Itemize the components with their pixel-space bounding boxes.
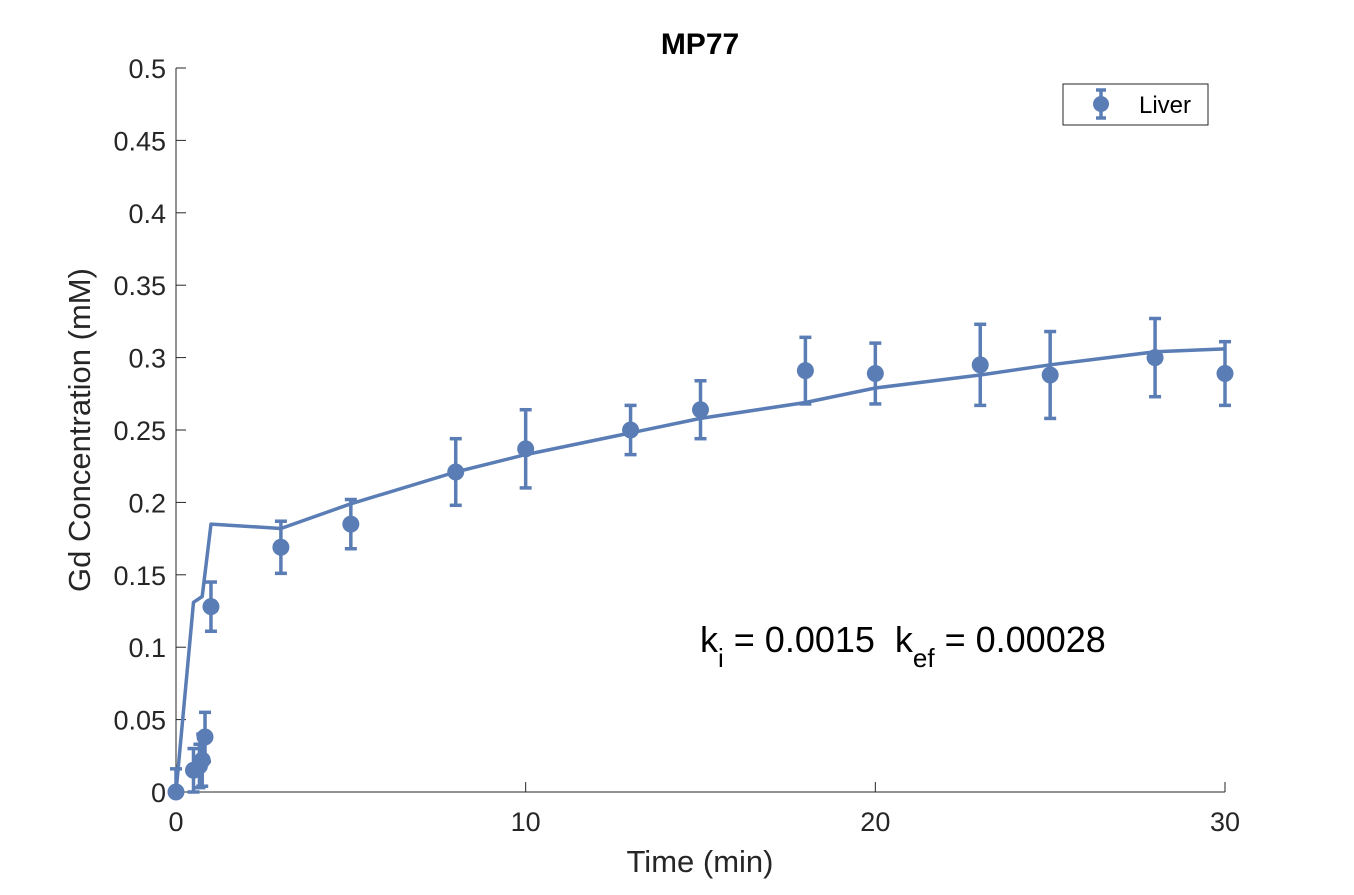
data-marker: [622, 421, 640, 439]
data-point-liver: [1216, 339, 1234, 408]
x-tick-label: 10: [511, 807, 541, 837]
data-point-liver: [796, 335, 814, 406]
data-marker: [196, 728, 214, 746]
data-marker: [1041, 366, 1059, 384]
data-point-liver: [971, 322, 989, 408]
series-layer: [167, 316, 1234, 801]
data-point-liver: [517, 407, 535, 490]
y-tick-label: 0: [151, 778, 166, 808]
legend-marker: [1093, 88, 1109, 120]
rate-constants-annotation: ki = 0.0015 kef = 0.00028: [700, 619, 1106, 673]
legend-box: [1062, 83, 1209, 126]
data-point-liver: [622, 403, 640, 457]
x-tick-label: 20: [860, 807, 890, 837]
data-marker: [342, 515, 360, 533]
y-tick-label: 0.35: [113, 271, 166, 301]
data-point-liver: [447, 436, 465, 508]
chart-title: MP77: [661, 28, 739, 61]
ki-subscript: i: [718, 643, 724, 673]
kef-value: = 0.00028: [935, 619, 1106, 660]
data-point-liver: [202, 580, 220, 634]
data-marker: [517, 440, 535, 458]
y-tick-label: 0.5: [128, 54, 166, 84]
data-point-liver: [1041, 329, 1059, 421]
y-tick-label: 0.25: [113, 416, 166, 446]
fit-line: [174, 347, 1226, 793]
y-axis-label: Gd Concentration (mM): [62, 268, 97, 592]
x-axis-label: Time (min): [627, 844, 774, 879]
data-marker: [866, 365, 884, 383]
legend: Liver: [1062, 83, 1209, 126]
ki-value: = 0.0015: [724, 619, 895, 660]
data-point-liver: [866, 341, 884, 406]
data-marker: [796, 362, 814, 380]
data-marker: [971, 356, 989, 374]
data-point-liver: [342, 497, 360, 551]
legend-dot: [1093, 96, 1109, 112]
x-tick-label: 0: [168, 807, 183, 837]
y-tick-label: 0.4: [128, 199, 166, 229]
data-marker: [1216, 365, 1234, 383]
data-point-liver: [1146, 316, 1164, 399]
data-point-liver: [692, 379, 709, 441]
data-marker: [1146, 349, 1164, 367]
y-tick-label: 0.3: [128, 344, 166, 374]
data-point-liver: [167, 767, 185, 801]
y-tick-label: 0.2: [128, 488, 166, 518]
data-marker: [692, 401, 709, 419]
y-tick-label: 0.1: [128, 633, 166, 663]
data-point-liver: [272, 519, 290, 576]
y-tick-label: 0.45: [113, 126, 166, 156]
data-marker: [272, 538, 290, 556]
kef-symbol: k: [895, 619, 914, 660]
y-tick-label: 0.05: [113, 706, 166, 736]
y-ticks: 0 0.05 0.1 0.15 0.2 0.25 0.3 0.35 0.4 0.45 0.5: [113, 54, 186, 808]
data-marker: [202, 598, 220, 616]
ki-symbol: k: [700, 619, 719, 660]
legend-label: Liver: [1139, 92, 1191, 119]
data-marker: [167, 783, 185, 801]
kef-subscript: ef: [913, 643, 935, 673]
x-tick-label: 30: [1210, 807, 1240, 837]
y-tick-label: 0.15: [113, 561, 166, 591]
x-ticks: 0 10 20 30: [168, 782, 1240, 837]
data-marker: [447, 463, 465, 481]
data-point-liver: [196, 710, 214, 764]
